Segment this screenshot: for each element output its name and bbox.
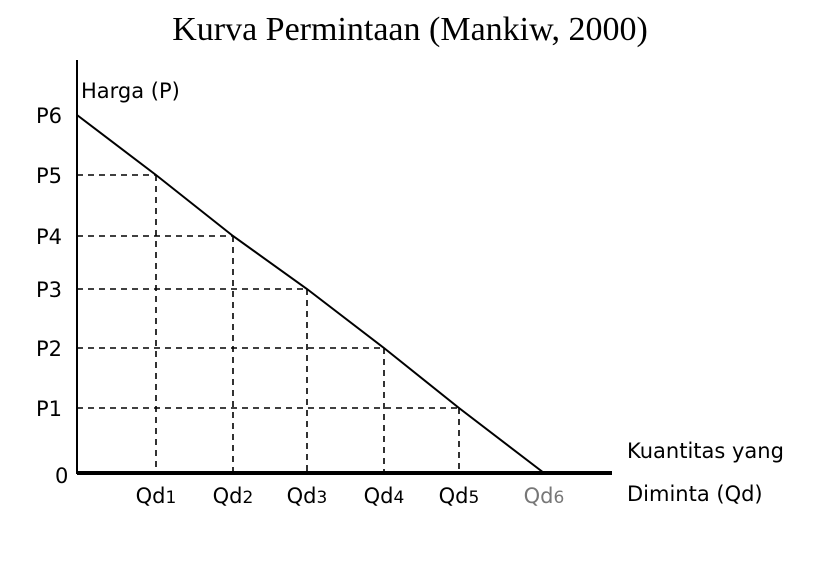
chart-title: Kurva Permintaan (Mankiw, 2000) xyxy=(172,11,648,48)
y-axis-label: Harga (P) xyxy=(81,79,180,103)
x-tick-qd1: Qd1 xyxy=(136,484,177,508)
x-tick-labels: Qd1 Qd2 Qd3 Qd4 Qd5 Qd6 xyxy=(136,484,565,508)
demand-curve-line xyxy=(76,114,545,474)
x-tick-qd4: Qd4 xyxy=(364,484,405,508)
x-tick-qd6: Qd6 xyxy=(524,484,565,508)
y-tick-labels: P6 P5 P4 P3 P2 P1 xyxy=(36,104,62,421)
y-tick-p6: P6 xyxy=(36,104,62,128)
demand-series xyxy=(76,114,545,474)
y-tick-p5: P5 xyxy=(36,164,62,188)
origin-label: 0 xyxy=(55,464,68,488)
y-tick-p4: P4 xyxy=(36,225,62,249)
x-tick-qd5: Qd5 xyxy=(439,484,480,508)
guide-lines xyxy=(77,174,460,473)
y-tick-p3: P3 xyxy=(36,278,62,302)
x-tick-qd3: Qd3 xyxy=(287,484,328,508)
x-axis-label-line2: Diminta (Qd) xyxy=(627,482,763,506)
x-axis-label-line1: Kuantitas yang xyxy=(627,439,784,463)
y-tick-p2: P2 xyxy=(36,337,62,361)
y-tick-p1: P1 xyxy=(36,397,62,421)
x-tick-qd2: Qd2 xyxy=(213,484,254,508)
